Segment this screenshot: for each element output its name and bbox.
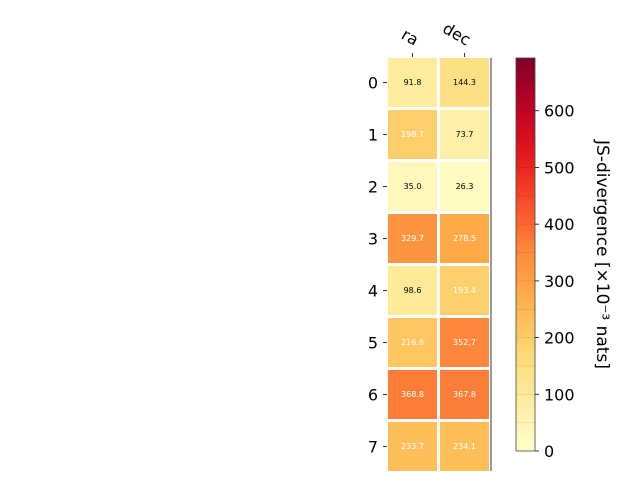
cell-value-label: 144.3 — [453, 78, 476, 87]
cell-value-label: 193.4 — [453, 286, 476, 295]
colorbar-tick-label: 0 — [544, 442, 554, 461]
row-tick-label: 1 — [368, 126, 378, 145]
row-tick-label: 4 — [368, 282, 378, 301]
cell-value-label: 368.8 — [401, 390, 424, 399]
colorbar-label: JS-divergence [×10⁻³ nats] — [592, 139, 612, 369]
row-tick-label: 7 — [368, 438, 378, 457]
row-tick-label: 5 — [368, 334, 378, 353]
heatmap-cell-r0-c0 — [388, 58, 437, 107]
colorbar-tick-label: 100 — [544, 385, 575, 404]
cell-value-label: 198.7 — [401, 130, 424, 139]
colorbar-ticks: 0 100 200 300 400 500 600 — [535, 102, 575, 461]
cell-value-label: 73.7 — [456, 130, 474, 139]
column-tick-label: ra — [398, 25, 422, 50]
row-axis: 0 1 2 3 4 5 6 7 — [368, 74, 387, 457]
colorbar-tick-label: 500 — [544, 158, 575, 177]
heatmap-cell-r3-c1 — [440, 214, 489, 263]
heatmap-cell-r1-c1 — [440, 110, 489, 159]
heatmap-cell-r7-c0 — [388, 422, 437, 471]
colorbar-gradient — [515, 57, 536, 452]
cell-value-label: 329.7 — [401, 234, 424, 243]
heatmap-cell-r3-c0 — [388, 214, 437, 263]
column-axis: ra dec — [398, 19, 474, 57]
row-tick-label: 3 — [368, 230, 378, 249]
row-tick-label: 2 — [368, 178, 378, 197]
colorbar-tick-label: 600 — [544, 102, 575, 121]
cell-value-label: 278.5 — [453, 234, 476, 243]
cell-value-label: 234.1 — [453, 442, 476, 451]
cell-value-label: 91.8 — [404, 78, 422, 87]
heatmap-cell-r6-c0 — [388, 370, 437, 419]
colorbar-level-lines — [516, 82, 535, 423]
row-tick-label: 6 — [368, 386, 378, 405]
heatmap-cells: 91.8 144.3 198.7 73.7 35.0 26.3 329.7 278.5 98.6… — [388, 58, 489, 471]
heatmap-cell-r0-c1 — [440, 58, 489, 107]
colorbar-tick-label: 300 — [544, 272, 575, 291]
heatmap-cell-r1-c0 — [388, 110, 437, 159]
cell-value-label: 26.3 — [456, 182, 474, 191]
cell-value-label: 352.7 — [453, 338, 476, 347]
colorbar: 0 100 200 300 400 500 600 JS-divergence [×10⁻³… — [515, 57, 612, 461]
cell-value-label: 216.8 — [401, 338, 424, 347]
cell-value-label: 233.7 — [401, 442, 424, 451]
heatmap-cell-r5-c1 — [440, 318, 489, 367]
heatmap-cell-r5-c0 — [388, 318, 437, 367]
cell-value-label: 98.6 — [404, 286, 422, 295]
row-tick-label: 0 — [368, 74, 378, 93]
cell-value-label: 367.8 — [453, 390, 476, 399]
heatmap-cell-r4-c0 — [388, 266, 437, 315]
heatmap-cell-r2-c1 — [440, 162, 489, 211]
colorbar-tick-label: 200 — [544, 329, 575, 348]
column-tick-label: dec — [440, 19, 474, 50]
heatmap-cell-r4-c1 — [440, 266, 489, 315]
cell-value-label: 35.0 — [404, 182, 422, 191]
heatmap-cell-r2-c0 — [388, 162, 437, 211]
colorbar-tick-label: 400 — [544, 215, 575, 234]
heatmap-cell-r6-c1 — [440, 370, 489, 419]
heatmap-cell-r7-c1 — [440, 422, 489, 471]
